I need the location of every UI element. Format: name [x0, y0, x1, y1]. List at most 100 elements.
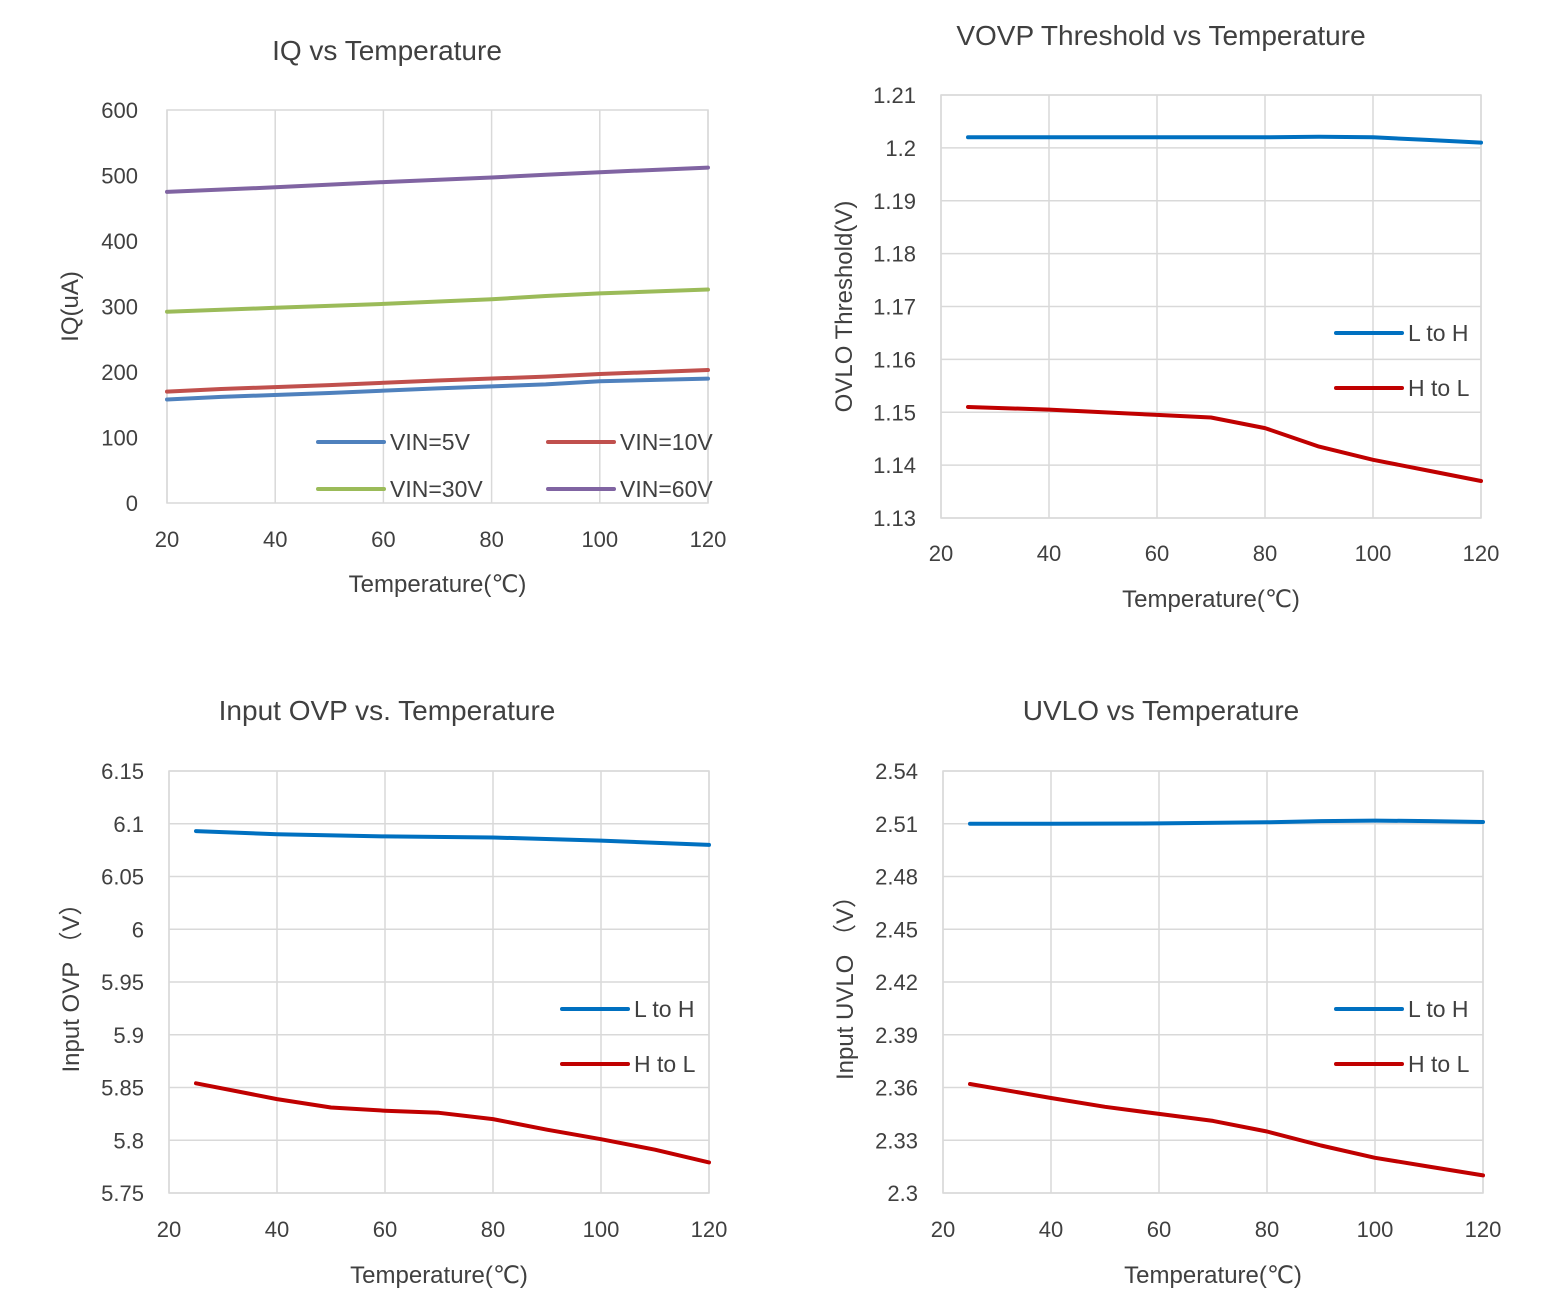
- y-tick-label: 5.9: [113, 1023, 144, 1048]
- y-tick-label: 0: [126, 491, 138, 516]
- series-line-vin-10v: [165, 368, 710, 394]
- y-tick-label: 600: [101, 98, 138, 123]
- chart-3: Input OVP vs. Temperature 20 40 60 80 100 120 5…: [58, 695, 727, 1289]
- x-axis-label: Temperature(℃): [1122, 586, 1300, 613]
- chart-2: VOVP Threshold vs Temperature 20 40 60 80 100…: [831, 20, 1499, 613]
- x-tick-label: 60: [1147, 1217, 1171, 1242]
- x-tick-label: 120: [691, 1217, 728, 1242]
- series-line-vin-60v: [165, 165, 710, 194]
- y-tick-label: 1.19: [873, 189, 916, 214]
- x-tick-label: 40: [263, 527, 287, 552]
- y-tick-label: 1.18: [873, 242, 916, 267]
- x-tick-label: 60: [371, 527, 395, 552]
- legend-item: L to H: [1334, 320, 1469, 346]
- y-tick-label: 6.1: [113, 812, 144, 837]
- y-tick-label: 300: [101, 295, 138, 320]
- chart-title: UVLO vs Temperature: [1023, 695, 1300, 726]
- y-tick-label: 2.48: [875, 865, 918, 890]
- chart-title: IQ vs Temperature: [272, 35, 502, 66]
- x-tick-label: 100: [1357, 1217, 1394, 1242]
- x-tick-label: 100: [581, 527, 618, 552]
- legend-label: H to L: [634, 1051, 696, 1077]
- y-tick-label: 5.85: [101, 1076, 144, 1101]
- x-tick-label: 20: [931, 1217, 955, 1242]
- legend-label: VIN=30V: [390, 476, 483, 502]
- x-axis-label: Temperature(℃): [1124, 1262, 1302, 1289]
- x-tick-label: 20: [155, 527, 179, 552]
- x-tick-label: 60: [373, 1217, 397, 1242]
- y-tick-label: 2.54: [875, 759, 918, 784]
- x-tick-label: 120: [1465, 1217, 1502, 1242]
- y-tick-label: 1.15: [873, 400, 916, 425]
- y-tick-label: 2.39: [875, 1023, 918, 1048]
- legend-item: VIN=60V: [546, 476, 713, 502]
- plot-area: [168, 770, 710, 1194]
- y-tick-label: 100: [101, 426, 138, 451]
- legend: L to H H to L: [560, 996, 696, 1077]
- legend-item: H to L: [1334, 1051, 1470, 1077]
- y-tick-label: 1.16: [873, 347, 916, 372]
- x-axis-label: Temperature(℃): [349, 571, 527, 598]
- x-tick-label: 80: [1253, 541, 1277, 566]
- legend-label: VIN=60V: [620, 476, 713, 502]
- y-tick-label: 6.15: [101, 759, 144, 784]
- legend-label: H to L: [1408, 375, 1470, 401]
- series-line-h-to-l: [966, 405, 1483, 483]
- series-line-vin-5v: [165, 376, 710, 402]
- y-tick-label: 1.21: [873, 83, 916, 108]
- y-tick-label: 1.2: [885, 136, 916, 161]
- x-tick-label: 40: [265, 1217, 289, 1242]
- x-tick-label: 20: [157, 1217, 181, 1242]
- y-tick-label: 6.05: [101, 865, 144, 890]
- x-tick-label: 80: [1255, 1217, 1279, 1242]
- y-axis-label: Input OVP （V）: [58, 892, 85, 1073]
- y-tick-label: 5.95: [101, 970, 144, 995]
- legend-label: L to H: [634, 996, 695, 1022]
- chart-1: IQ vs Temperature 20 40 60 80 100 120 0 100 200 30…: [57, 35, 726, 598]
- legend-item: VIN=10V: [546, 429, 713, 455]
- y-tick-label: 2.51: [875, 812, 918, 837]
- y-tick-label: 2.3: [887, 1181, 918, 1206]
- x-tick-label: 20: [929, 541, 953, 566]
- x-tick-label: 80: [481, 1217, 505, 1242]
- y-tick-label: 2.42: [875, 970, 918, 995]
- y-tick-label: 2.36: [875, 1076, 918, 1101]
- plot-area: [942, 770, 1484, 1194]
- y-tick-label: 1.17: [873, 295, 916, 320]
- y-tick-label: 1.13: [873, 506, 916, 531]
- x-tick-label: 100: [583, 1217, 620, 1242]
- y-axis-label: OVLO Threshold(V): [831, 201, 858, 413]
- x-tick-label: 120: [1463, 541, 1500, 566]
- chart-title: VOVP Threshold vs Temperature: [956, 20, 1365, 51]
- x-tick-label: 60: [1145, 541, 1169, 566]
- legend-item: L to H: [560, 996, 695, 1022]
- y-axis-label: Input UVLO （V）: [832, 884, 859, 1080]
- series-line-h-to-l: [968, 1082, 1485, 1178]
- x-tick-label: 80: [479, 527, 503, 552]
- series-line-vin-30v: [165, 287, 710, 314]
- legend: L to H H to L: [1334, 996, 1470, 1077]
- legend-item: VIN=30V: [316, 476, 483, 502]
- y-tick-label: 6: [132, 917, 144, 942]
- legend-label: VIN=5V: [390, 429, 471, 455]
- legend-label: H to L: [1408, 1051, 1470, 1077]
- legend-label: L to H: [1408, 320, 1469, 346]
- x-tick-label: 40: [1039, 1217, 1063, 1242]
- legend-label: L to H: [1408, 996, 1469, 1022]
- y-tick-label: 200: [101, 360, 138, 385]
- series-line-l-to-h: [194, 829, 711, 847]
- x-tick-label: 120: [690, 527, 727, 552]
- series-line-l-to-h: [968, 818, 1485, 826]
- x-axis-label: Temperature(℃): [350, 1262, 528, 1289]
- legend: VIN=5V VIN=10V VIN=30V VIN=60V: [316, 429, 713, 502]
- legend-item: L to H: [1334, 996, 1469, 1022]
- y-tick-label: 5.8: [113, 1128, 144, 1153]
- legend-item: H to L: [560, 1051, 696, 1077]
- legend-item: VIN=5V: [316, 429, 471, 455]
- series-line-h-to-l: [194, 1081, 711, 1165]
- chart-title: Input OVP vs. Temperature: [219, 695, 556, 726]
- y-tick-label: 400: [101, 229, 138, 254]
- y-tick-label: 5.75: [101, 1181, 144, 1206]
- y-axis-label: IQ(uA): [57, 271, 84, 342]
